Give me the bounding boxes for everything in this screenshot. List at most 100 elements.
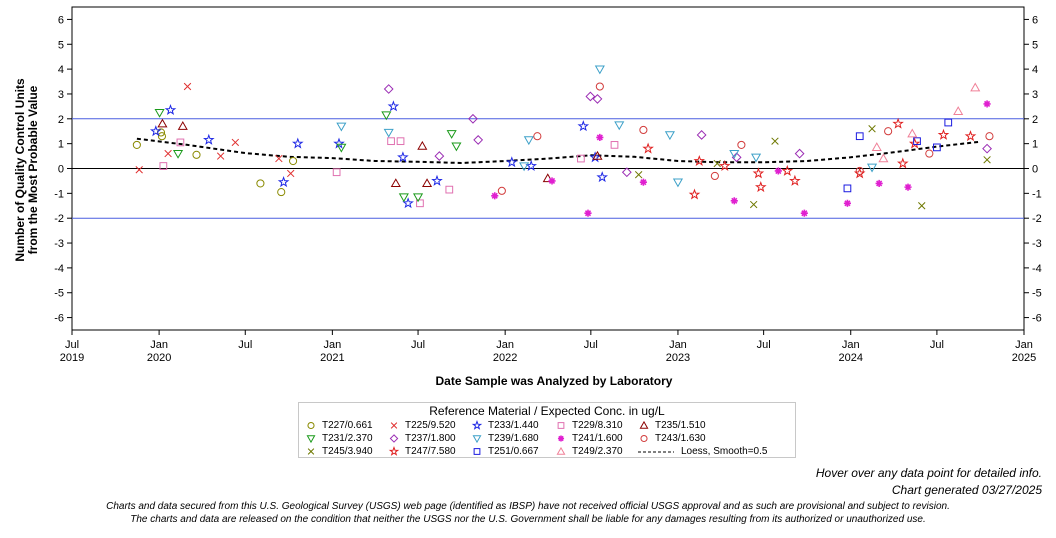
legend-label: T249/2.370: [572, 446, 623, 457]
data-point: [696, 130, 707, 140]
data-point: [473, 135, 484, 145]
legend-marker: [473, 448, 481, 455]
legend-label: T247/7.580: [405, 446, 456, 457]
data-point: [592, 150, 603, 160]
data-point: [157, 118, 168, 128]
data-point: [525, 159, 538, 172]
data-point: [548, 177, 556, 185]
data-point: [157, 132, 167, 141]
legend-marker: [306, 435, 316, 444]
data-point: [396, 137, 405, 146]
data-point: [771, 137, 779, 145]
y-tick-label-left: 4: [58, 64, 64, 76]
data-point: [417, 140, 428, 150]
x-tick-label-year: 2019: [60, 352, 84, 364]
legend-symbol: [557, 422, 565, 429]
x-tick-label-year: 2023: [666, 352, 690, 364]
y-tick-label-left: 5: [58, 39, 64, 51]
legend-marker: [556, 446, 566, 455]
data-point: [412, 193, 424, 203]
legend-marker: [307, 448, 315, 455]
legend-marker: [557, 435, 565, 442]
data-point: [192, 150, 201, 159]
series-t227-0-661: [132, 128, 298, 197]
data-point: [774, 167, 782, 175]
data-point: [398, 193, 409, 203]
data-point: [752, 167, 765, 179]
data-point: [896, 157, 909, 169]
data-point: [639, 178, 647, 186]
legend-label: Loess, Smooth=0.5: [681, 446, 768, 457]
x-tick-label-month: Jul: [930, 339, 944, 351]
data-point: [614, 121, 625, 131]
x-tick-label-month: Jul: [238, 339, 252, 351]
data-points: [132, 65, 994, 217]
data-point: [749, 200, 758, 209]
data-point: [164, 104, 177, 115]
y-tick-label-right: 6: [1032, 14, 1038, 26]
data-point: [907, 128, 918, 138]
x-tick-label-year: 2024: [838, 352, 862, 364]
series-t225-9-520: [135, 82, 295, 178]
legend-label: T231/2.370: [322, 433, 373, 444]
y-tick-label-left: -4: [54, 263, 64, 275]
data-point: [289, 156, 298, 166]
x-tick-label-month: Jan: [496, 339, 514, 351]
data-point: [925, 149, 934, 158]
legend-label: T235/1.510: [655, 420, 706, 431]
data-point: [868, 125, 876, 133]
data-point: [754, 181, 767, 193]
data-point: [596, 133, 604, 142]
legend-marker: [557, 422, 565, 429]
y-tick-label-right: 1: [1032, 139, 1038, 151]
data-point: [402, 197, 414, 209]
data-point: [642, 142, 654, 154]
legend-label: T237/1.800: [405, 433, 456, 444]
data-point: [913, 137, 921, 146]
legend-symbol: [471, 420, 483, 430]
data-point: [177, 121, 188, 130]
x-tick-label-year: 2025: [1012, 352, 1036, 364]
data-point: [381, 111, 392, 121]
data-point: [256, 179, 265, 188]
y-tick-label-right: 0: [1032, 164, 1038, 176]
data-point: [491, 192, 499, 200]
disclaimer-line-1: Charts and data secured from this U.S. G…: [106, 501, 950, 512]
series-t249-2-370: [871, 82, 981, 163]
series-t245-3-940: [634, 125, 991, 210]
data-point: [843, 199, 851, 207]
legend-marker: [388, 446, 400, 456]
data-point: [387, 137, 395, 146]
data-point: [884, 127, 893, 136]
data-point: [664, 131, 675, 141]
data-point: [176, 138, 185, 147]
data-point: [892, 117, 904, 129]
data-point: [446, 130, 457, 139]
data-point: [983, 100, 991, 108]
data-point: [333, 137, 345, 149]
y-tick-label-left: 2: [58, 114, 64, 126]
legend-label: T225/9.520: [405, 420, 456, 431]
data-point: [908, 137, 921, 149]
data-point: [577, 120, 590, 132]
y-tick-label-left: -6: [54, 313, 64, 325]
data-point: [750, 153, 762, 163]
legend-symbol: [472, 435, 482, 444]
y-axis-title-line2: from the Most Probable Value: [26, 85, 40, 254]
data-point: [789, 174, 801, 186]
data-point: [336, 143, 347, 153]
legend-marker: [640, 434, 648, 443]
legend-marker: [389, 434, 399, 443]
y-axis-title: Number of Quality Control Units from the…: [13, 78, 40, 262]
data-point: [794, 148, 805, 159]
data-point: [451, 142, 462, 152]
data-point: [286, 169, 295, 178]
y-tick-label-left: 1: [58, 139, 64, 151]
data-point: [693, 154, 706, 167]
data-point: [800, 209, 808, 217]
data-point: [964, 130, 977, 142]
x-axis-title: Date Sample was Analyzed by Laboratory: [436, 374, 673, 388]
data-point: [542, 173, 553, 183]
data-point: [713, 159, 721, 168]
data-point: [164, 149, 172, 158]
